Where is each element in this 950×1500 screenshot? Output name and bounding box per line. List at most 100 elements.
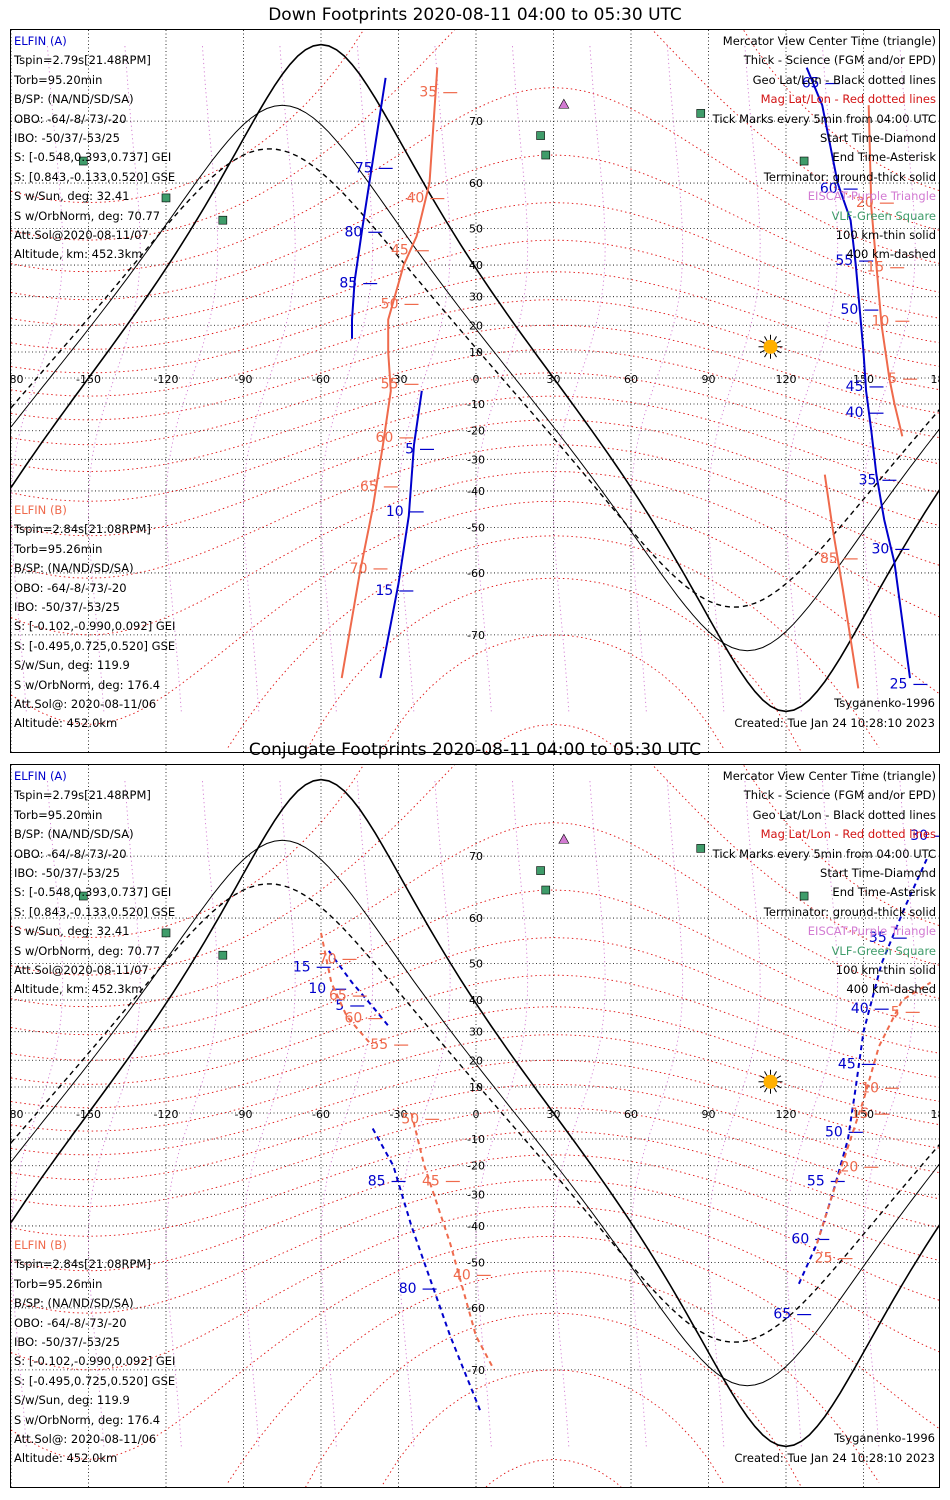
elfin-b-info: ELFIN (B) Tspin=2.84s[21.08RPM] Torb=95.26…: [14, 1236, 175, 1469]
lon-tick-label: -90: [235, 1108, 253, 1121]
mag-lat-gridline: [382, 1369, 725, 1485]
terminator-line: [11, 43, 939, 713]
mag-lat-gridline: [11, 765, 939, 976]
terminator-line: [11, 778, 939, 1448]
lon-tick-label: 90: [702, 1108, 716, 1121]
time-tick-label: 85: [368, 1173, 386, 1189]
conjugate-footprints-map: -180 -150 -120 -90 -60 -30 0 30 60 90 120 150 180 70 6…: [11, 765, 939, 1487]
model-label: Tsyganenko-1996: [834, 696, 935, 710]
elfin-b-info-line: Tspin=2.84s[21.08RPM]: [14, 1257, 151, 1272]
legend-item: Start Time-Diamond: [820, 865, 936, 880]
elfin-b-info: ELFIN (B) Tspin=2.84s[21.08RPM] Torb=95.26…: [14, 501, 175, 734]
time-tick-label: 40: [846, 405, 864, 421]
time-tick-label: 15: [866, 260, 884, 276]
legend-item: EISCAT-Purple Triangle: [807, 924, 936, 939]
time-tick-label: 10: [386, 504, 404, 520]
mag-lat-gridline: [11, 324, 939, 421]
time-tick-label: 25: [815, 1251, 833, 1267]
legend-item: Tick Marks every 5min from 04:00 UTC: [712, 846, 936, 861]
elfin-a-info-line: OBO: -64/-8/-73/-20: [14, 846, 127, 861]
lat-tick-label: 30: [469, 1026, 483, 1039]
time-tick-label: 65: [773, 1307, 791, 1323]
lon-tick-label: -180: [11, 373, 23, 386]
time-tick-label: 70: [319, 951, 337, 967]
mag-lat-gridline: [11, 1179, 939, 1314]
sun-ray: [776, 1084, 782, 1089]
elfin-a-info: ELFIN (A) Tspin=2.79s[21.48RPM] Torb=95.20…: [14, 32, 175, 265]
sun-ray: [764, 352, 768, 358]
lon-tick-label: 30: [547, 373, 561, 386]
eiscat-triangle-icon: [558, 833, 570, 844]
sun-ray: [759, 340, 765, 344]
lat-tick-label: -30: [467, 453, 485, 466]
mag-lat-gridline: [11, 348, 939, 446]
mag-lat-gridline: [11, 87, 939, 273]
mag-lat-gridline: [11, 1107, 939, 1207]
lat-tick-label: -60: [467, 567, 485, 580]
elfin-b-info-line: Att.Sol@: 2020-08-11/06: [14, 1431, 157, 1446]
elfin-b-label: ELFIN (B): [14, 1238, 67, 1252]
sun-ray: [764, 1071, 768, 1076]
time-tick-label: 50: [401, 1111, 419, 1127]
elfin-a-info-line: Att.Sol@2020-08-11/07: [14, 227, 149, 242]
mag-lat-gridline: [11, 30, 939, 241]
elfin-b-info-line: S w/OrbNorm, deg: 176.4: [14, 1412, 161, 1427]
terminator-line: [11, 148, 939, 608]
elfin-a-info-line: B/SP: (NA/ND/SD/SA): [14, 92, 134, 107]
lon-tick-label: -180: [11, 1108, 23, 1121]
legend-item: 100 km-thin solid: [835, 962, 936, 977]
time-tick-label: 15: [293, 959, 311, 975]
lat-tick-label: -50: [467, 522, 485, 535]
time-tick-label: 55: [835, 253, 853, 269]
elfin-b-info-line: S: [-0.102,-0.990,0.092] GEI: [14, 1354, 176, 1369]
elfin-a-track: [379, 390, 423, 679]
elfin-a-info-line: S: [0.843,-0.133,0.520] GSE: [14, 904, 176, 919]
legend-item: VLF-Green Square: [831, 208, 936, 223]
sun-ray: [764, 1087, 768, 1093]
elfin-b-info-line: S/w/Sun, deg: 119.9: [14, 1393, 130, 1408]
mag-lat-gridline: [11, 444, 939, 579]
legend-item: Thick - Science (FGM and/or EPD): [743, 788, 936, 803]
lat-tick-label: 60: [469, 177, 483, 190]
lon-tick-label: 60: [624, 1108, 638, 1121]
time-tick-label: 50: [381, 296, 399, 312]
lat-tick-label: 40: [469, 259, 483, 272]
lon-tick-label: -150: [76, 1108, 101, 1121]
elfin-b-info-line: S: [-0.102,-0.990,0.092] GEI: [14, 619, 176, 634]
elfin-a-info-line: Att.Sol@2020-08-11/07: [14, 962, 149, 977]
mag-lat-gridline: [11, 1154, 939, 1272]
sun-icon: [763, 1074, 778, 1089]
elfin-b-info-line: B/SP: (NA/ND/SD/SA): [14, 1296, 134, 1311]
lat-tick-label: 10: [469, 1081, 483, 1094]
lat-tick-label: 70: [469, 850, 483, 863]
terminator-line: [11, 839, 939, 1387]
elfin-a-track: [797, 855, 930, 1285]
elfin-a-info-line: OBO: -64/-8/-73/-20: [14, 111, 127, 126]
terminator-line: [11, 883, 939, 1343]
time-tick-label: 20: [841, 1159, 859, 1175]
created-timestamp: Created: Tue Jan 24 10:28:10 2023: [734, 1451, 935, 1465]
elfin-b-track: [823, 474, 860, 689]
elfin-a-info-line: S: [-0.548,0.393,0.737] GEI: [14, 885, 172, 900]
time-tick-label: 15: [851, 1106, 869, 1122]
time-tick-label: 15: [376, 583, 394, 599]
time-tick-label: 60: [820, 181, 838, 197]
mag-lat-gridline: [11, 372, 939, 472]
elfin-b-info-line: IBO: -50/37/-53/25: [14, 1334, 120, 1349]
elfin-a-track: [351, 77, 387, 339]
elfin-b-info-line: S: [-0.495,0.725,0.520] GSE: [14, 1373, 176, 1388]
legend-item: Geo Lat/Lon - Black dotted lines: [752, 807, 936, 822]
elfin-a-info-line: B/SP: (NA/ND/SD/SA): [14, 827, 134, 842]
elfin-b-info-line: S w/OrbNorm, deg: 176.4: [14, 677, 161, 692]
mag-lat-gridline: [11, 1059, 939, 1156]
lon-tick-label: -120: [154, 1108, 179, 1121]
time-tick-label: 75: [355, 160, 373, 176]
mag-lat-gridline: [227, 1270, 880, 1483]
down-footprints-panel: -180 -150 -120 -90 -60 -30 0 30 60 90 120 150 180 70 6…: [10, 29, 940, 753]
elfin-a-info-line: IBO: -50/37/-53/25: [14, 130, 120, 145]
vlf-square-icon: [799, 156, 809, 166]
legend-item: Mag Lat/Lon - Red dotted lines: [760, 827, 936, 842]
time-tick-label: 65: [360, 479, 378, 495]
down-footprints-map: -180 -150 -120 -90 -60 -30 0 30 60 90 120 150 180 70 6…: [11, 30, 939, 752]
lon-tick-label: 120: [776, 1108, 797, 1121]
